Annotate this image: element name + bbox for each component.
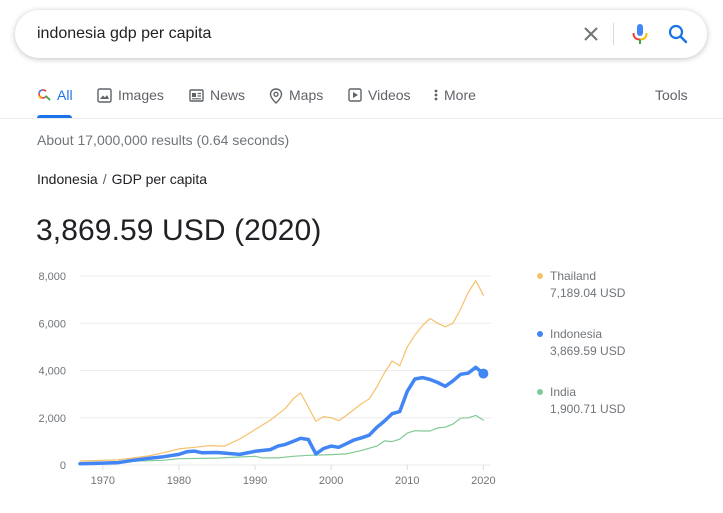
tab-news[interactable]: News [189,80,245,118]
search-button[interactable] [666,22,690,46]
search-tabs: All Images News Maps Videos [0,80,723,118]
tab-label: Maps [289,87,324,103]
tab-videos[interactable]: Videos [348,80,411,118]
x-tick-label: 2020 [471,475,495,487]
legend-series-name: Indonesia [550,327,603,341]
image-icon [97,88,112,103]
gdp-headline-value: 3,869.59 USD (2020) [36,214,322,247]
x-tick-label: 2000 [319,475,343,487]
tab-label: All [57,87,73,103]
search-input[interactable] [37,10,557,58]
close-icon [584,27,598,41]
gdp-chart[interactable]: 0 2,000 4,000 6,000 8,000 1970 1980 1990 2000 201… [0,260,520,500]
x-tick-label: 1980 [167,475,191,487]
y-tick-label: 0 [60,460,66,472]
clear-search-button[interactable] [579,22,603,46]
map-pin-icon [269,88,283,104]
microphone-icon [632,24,648,44]
more-vert-icon [434,89,438,101]
legend-series-value: 3,869.59 USD [550,344,626,358]
legend-dot [537,389,543,395]
y-tick-label: 2,000 [38,413,66,425]
tab-maps[interactable]: Maps [269,80,323,118]
search-bar-divider [613,23,614,45]
tab-label: News [210,87,246,103]
search-icon [668,24,688,44]
search-icon [38,89,51,101]
video-icon [348,88,362,102]
search-bar [15,10,707,58]
breadcrumb-separator: / [102,171,107,187]
y-tick-label: 6,000 [38,318,66,330]
series-line-india [79,414,484,464]
breadcrumb-metric: GDP per capita [111,171,208,187]
y-tick-label: 8,000 [38,271,66,283]
tab-images[interactable]: Images [97,80,164,118]
tab-all[interactable]: All [37,80,73,118]
tab-label: Videos [368,87,411,103]
x-tick-label: 1970 [91,475,115,487]
breadcrumb: Indonesia / GDP per capita [37,171,207,187]
x-tick-label: 2010 [395,475,419,487]
legend-series-value: 7,189.04 USD [550,286,626,300]
news-icon [189,89,204,102]
tab-more[interactable]: More [433,80,476,118]
active-tab-indicator [37,115,72,118]
legend-series-name: India [550,385,577,399]
result-stats: About 17,000,000 results (0.64 seconds) [37,132,290,148]
tab-label: More [444,87,476,103]
tab-label: Images [118,87,164,103]
legend-dot [537,331,543,337]
x-tick-label: 1990 [243,475,267,487]
y-tick-label: 4,000 [38,366,66,378]
tabs-divider [0,118,723,119]
series-line-thailand [79,280,484,462]
tools-button[interactable]: Tools [655,80,688,118]
series-line-indonesia [78,365,486,466]
breadcrumb-country[interactable]: Indonesia [37,171,98,187]
voice-search-button[interactable] [627,21,653,47]
legend-dot [537,273,543,279]
legend-series-name: Thailand [550,269,597,283]
series-endpoint-indonesia [478,368,489,379]
tools-label: Tools [655,87,688,103]
legend-series-value: 1,900.71 USD [550,402,626,416]
